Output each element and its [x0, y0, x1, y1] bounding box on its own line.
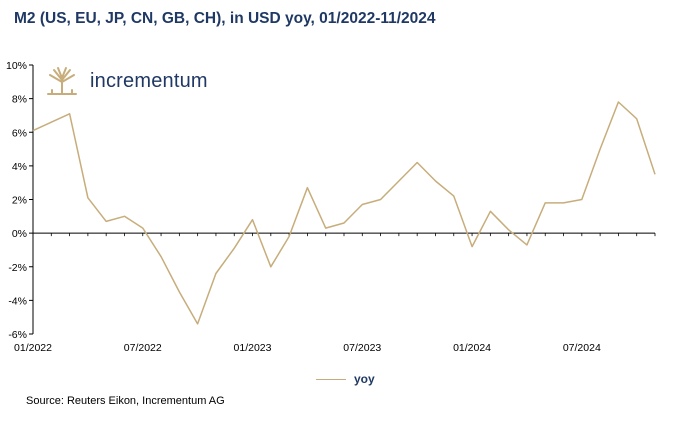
legend-swatch-yoy [316, 378, 346, 380]
x-tick-label: 01/2023 [234, 342, 272, 354]
x-tick-label: 01/2024 [453, 342, 491, 354]
tree-logo-icon [46, 66, 78, 96]
y-tick-label: 10% [6, 60, 27, 72]
legend: yoy [316, 372, 375, 386]
y-tick-label: 0% [12, 228, 27, 240]
y-tick-label: -6% [8, 329, 27, 341]
y-tick-label: 4% [12, 161, 27, 173]
series-line-yoy [32, 101, 656, 325]
y-tick-label: 8% [12, 94, 27, 106]
y-tick-label: -4% [8, 295, 27, 307]
x-tick-label: 07/2023 [343, 342, 381, 354]
y-tick-label: -2% [8, 262, 27, 274]
source-note: Source: Reuters Eikon, Incrementum AG [26, 395, 225, 407]
legend-label-yoy: yoy [354, 372, 375, 386]
x-tick-label: 01/2022 [14, 342, 52, 354]
chart-title: M2 (US, EU, JP, CN, GB, CH), in USD yoy,… [14, 10, 436, 27]
y-tick-label: 2% [12, 195, 27, 207]
x-tick-label: 07/2022 [124, 342, 162, 354]
incrementum-logo: incrementum [46, 66, 208, 96]
x-tick-label: 07/2024 [563, 342, 601, 354]
logo-wordmark: incrementum [90, 69, 208, 92]
y-tick-label: 6% [12, 127, 27, 139]
